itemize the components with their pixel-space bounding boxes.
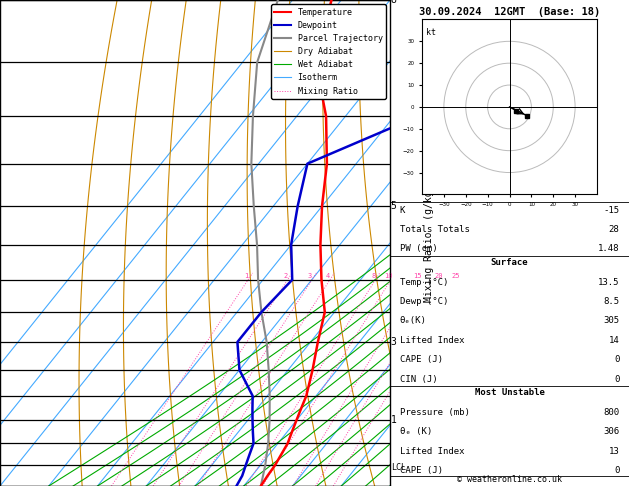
Text: 0: 0 <box>614 355 620 364</box>
Text: Lifted Index: Lifted Index <box>399 447 464 456</box>
Text: 0: 0 <box>614 375 620 384</box>
Legend: Temperature, Dewpoint, Parcel Trajectory, Dry Adiabat, Wet Adiabat, Isotherm, Mi: Temperature, Dewpoint, Parcel Trajectory… <box>271 4 386 99</box>
Text: Mixing Ratio  (g/kg): Mixing Ratio (g/kg) <box>424 184 434 302</box>
Text: 3: 3 <box>391 337 397 347</box>
Text: 8: 8 <box>391 0 397 5</box>
Text: 3: 3 <box>308 273 312 279</box>
Text: 13.5: 13.5 <box>598 278 620 287</box>
Text: CAPE (J): CAPE (J) <box>399 355 443 364</box>
Text: CAPE (J): CAPE (J) <box>399 466 443 475</box>
Text: 15: 15 <box>413 273 421 279</box>
Text: 1: 1 <box>243 273 248 279</box>
Text: Most Unstable: Most Unstable <box>474 388 545 398</box>
Text: 8: 8 <box>371 273 376 279</box>
Text: 305: 305 <box>603 316 620 326</box>
Text: θₑ (K): θₑ (K) <box>399 427 432 436</box>
Text: 306: 306 <box>603 427 620 436</box>
Text: 1: 1 <box>391 416 397 425</box>
Text: -15: -15 <box>603 206 620 215</box>
Text: 2: 2 <box>283 273 287 279</box>
Text: 20: 20 <box>435 273 443 279</box>
Text: 10: 10 <box>384 273 393 279</box>
Text: LCL: LCL <box>391 463 406 472</box>
Text: 0: 0 <box>614 466 620 475</box>
Text: 25: 25 <box>451 273 460 279</box>
Text: 8.5: 8.5 <box>603 297 620 306</box>
Text: Totals Totals: Totals Totals <box>399 225 469 234</box>
Text: 14: 14 <box>609 336 620 345</box>
Text: 13: 13 <box>609 447 620 456</box>
Text: 28: 28 <box>609 225 620 234</box>
Text: © weatheronline.co.uk: © weatheronline.co.uk <box>457 474 562 484</box>
Text: PW (cm): PW (cm) <box>399 244 437 254</box>
Text: Temp (°C): Temp (°C) <box>399 278 448 287</box>
Text: θₑ(K): θₑ(K) <box>399 316 426 326</box>
Text: Dewp (°C): Dewp (°C) <box>399 297 448 306</box>
Text: Lifted Index: Lifted Index <box>399 336 464 345</box>
Text: CIN (J): CIN (J) <box>399 375 437 384</box>
Text: 1.48: 1.48 <box>598 244 620 254</box>
Text: 5: 5 <box>391 201 397 211</box>
Text: Surface: Surface <box>491 258 528 267</box>
Text: 800: 800 <box>603 408 620 417</box>
Text: 4: 4 <box>326 273 330 279</box>
Text: K: K <box>399 206 405 215</box>
Text: 30.09.2024  12GMT  (Base: 18): 30.09.2024 12GMT (Base: 18) <box>419 7 600 17</box>
Text: Pressure (mb): Pressure (mb) <box>399 408 469 417</box>
